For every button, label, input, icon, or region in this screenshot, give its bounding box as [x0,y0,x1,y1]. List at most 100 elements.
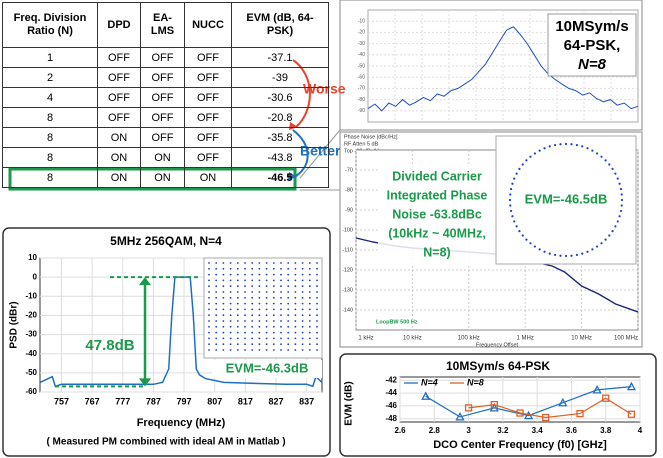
y-axis-label: EVM (dB) [344,381,355,425]
constellation-dot [229,343,232,346]
constellation-dot [229,296,232,299]
constellation-dot [287,343,290,346]
data-line [367,26,639,112]
constellation-dot [280,262,282,264]
constellation-dot [265,279,268,282]
constellation-dot [272,320,275,322]
cell: -46.5 [231,167,329,188]
x-tick-label: 797 [177,396,192,406]
constellation-dot [265,291,268,293]
x-tick-label: 10 kHz [403,336,422,342]
cell: 8 [2,127,98,148]
y-tick-label: -70 [358,86,365,92]
constellation-dot [208,273,210,276]
constellation-dot [258,262,261,264]
constellation-dot [308,337,311,340]
constellation-dot [280,267,282,270]
constellation-dot [301,267,304,270]
constellation-dot [620,204,623,207]
constellation-dot [229,285,232,288]
constellation-dot [244,279,246,282]
y-tick-label: -42 [385,375,397,384]
constellation-dot [251,273,254,276]
marker [576,409,584,418]
constellation-dot [222,296,225,299]
constellation-dot [620,193,623,196]
constellation-dot [294,273,297,276]
constellation-dot [308,325,311,328]
constellation-dot [280,331,282,334]
header-cell: Freq. Division Ratio (N) [2,2,98,48]
marker [421,391,431,400]
constellation-dot [611,167,614,170]
gap-label: 47.8dB [85,337,134,354]
constellation-dot [294,337,297,340]
constellation-dot [222,291,225,293]
constellation-dot [553,253,557,257]
constellation-dot [272,325,275,328]
constellation-dot [604,159,607,162]
constellation-dot [215,273,218,276]
constellation-dot [222,331,225,334]
constellation-box [203,257,323,359]
x-tick-label: 3.8 [600,426,612,435]
constellation-dot [222,285,225,288]
constellation-dot [600,155,603,158]
constellation-dot [316,337,318,340]
constellation-dot [294,296,297,299]
constellation-dot [222,343,225,346]
annotation: (10kHz ~ 40MHz, [388,226,486,240]
x-tick-label: 787 [146,396,161,406]
constellation-dot [251,314,254,317]
y-tick-label: -80 [358,97,365,103]
constellation-dot [538,248,541,251]
constellation-dot [301,279,304,282]
cell: OFF [140,87,185,108]
constellation-dot [258,308,261,311]
constellation-dot [287,314,290,317]
x-tick-label: 807 [207,396,222,406]
constellation-dot [301,308,304,311]
constellation-dot [265,273,268,276]
y-tick-label: -60 [358,75,365,81]
annotation: 10MSym/s [555,18,628,35]
cell: 4 [2,87,98,108]
cell: -35.8 [231,127,329,148]
x-tick-label: 3.6 [566,426,578,435]
constellation-dot [215,331,218,334]
constellation-dot [258,337,261,340]
caption: ( Measured PM combined with ideal AM in … [46,437,285,448]
constellation-dot [308,343,311,346]
constellation-dot [244,262,246,264]
x-tick-label: 100 kHz [458,336,480,342]
marker [542,413,550,422]
label-box [547,13,637,77]
constellation-dot [272,279,275,282]
constellation-dot [265,337,268,340]
constellation-dot [287,296,290,299]
x-tick-label: 3.2 [497,426,509,435]
constellation-dot [287,285,290,288]
constellation-dot [258,343,261,346]
constellation-dot [513,177,516,180]
annotation: Noise -63.8dBc [392,207,482,221]
y-tick-label: -50 [25,368,37,377]
constellation-dot [229,291,232,293]
constellation-dot [308,291,311,293]
constellation-dot [301,285,304,288]
constellation-dot [287,349,290,351]
constellation-dot [301,320,304,322]
y-tick-label: -40 [25,349,37,358]
constellation-dot [301,273,304,276]
cell: OFF [184,87,232,108]
constellation-dot [548,252,551,255]
constellation-dot [272,308,275,311]
constellation-dot [229,267,232,270]
constellation-dot [215,337,218,340]
constellation-dot [316,314,318,317]
constellation-dot [564,254,568,258]
constellation-dot [316,320,318,322]
constellation-dot [272,314,275,317]
constellation-dot [308,279,311,282]
constellation-dot [513,220,516,223]
